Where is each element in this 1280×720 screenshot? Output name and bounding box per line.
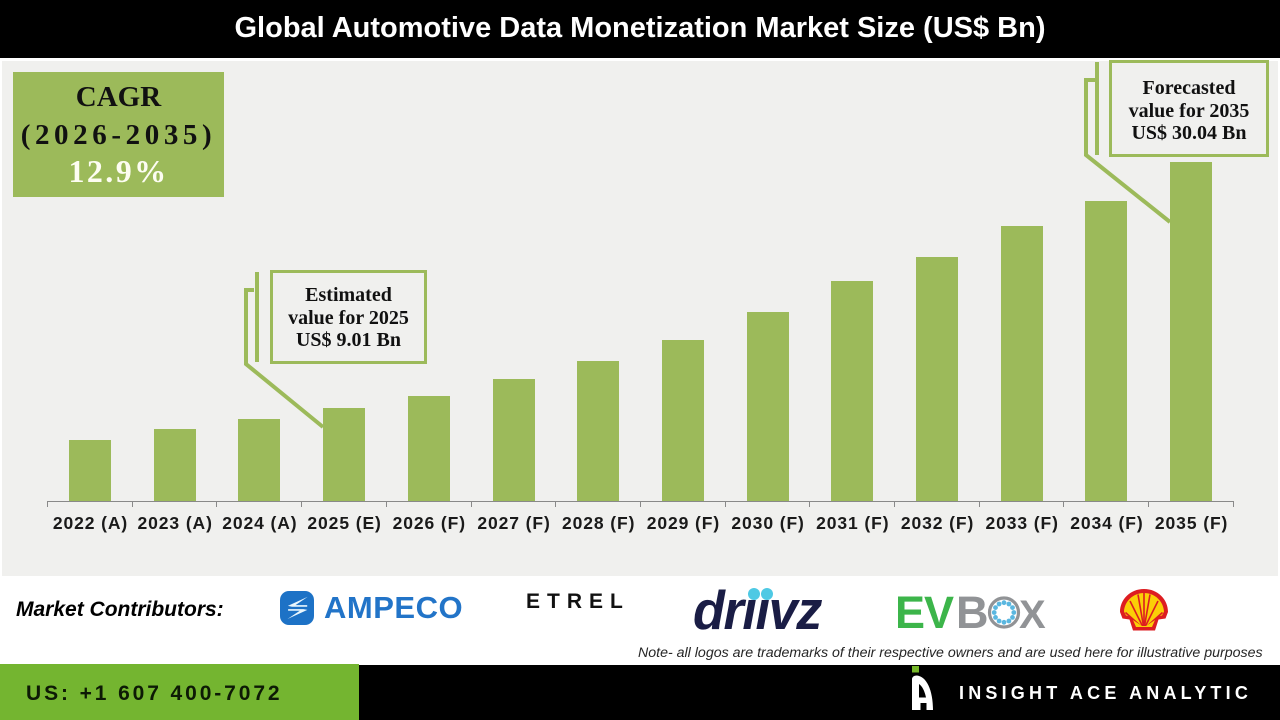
svg-text:X: X — [1019, 595, 1046, 635]
svg-text:B: B — [956, 595, 989, 635]
svg-text:AMPECO: AMPECO — [324, 591, 463, 625]
svg-text:EV: EV — [897, 595, 954, 635]
